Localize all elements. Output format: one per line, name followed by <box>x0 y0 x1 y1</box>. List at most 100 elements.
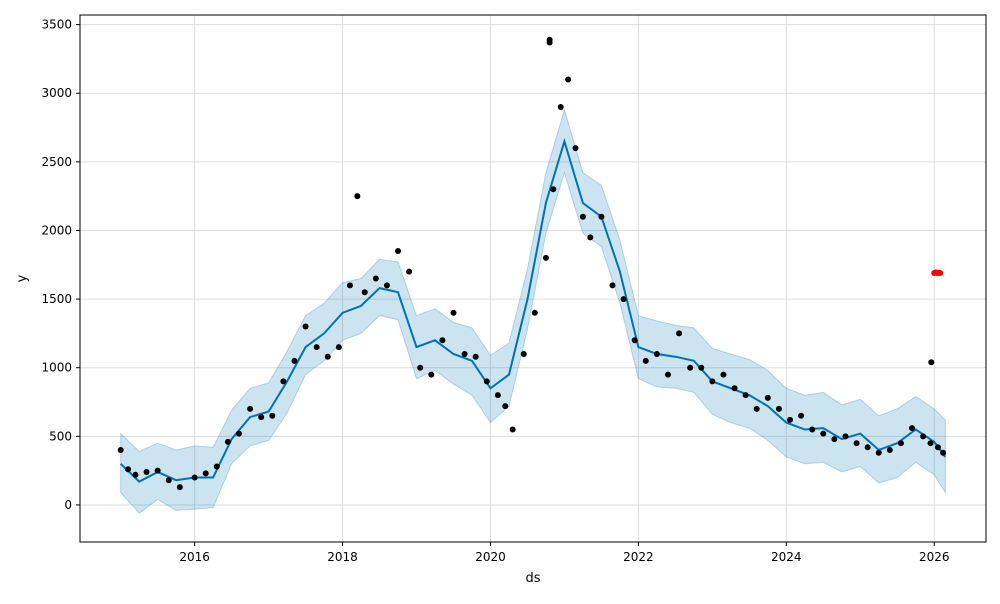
observed-point <box>165 477 172 484</box>
observed-point <box>542 254 549 261</box>
observed-point <box>191 474 198 481</box>
x-axis-ticks: 2016 2018 2020 2022 2024 2026 <box>179 542 950 564</box>
y-tick-label: 2500 <box>41 155 72 169</box>
x-tick-label: 2016 <box>179 550 210 564</box>
uncertainty-band-layer <box>120 107 946 514</box>
x-tick-label: 2026 <box>919 550 950 564</box>
observed-point <box>247 405 254 412</box>
observed-point <box>461 350 468 357</box>
observed-point <box>354 193 361 200</box>
observed-point <box>143 469 150 476</box>
observed-point <box>154 467 161 474</box>
observed-point <box>831 436 838 443</box>
observed-point <box>213 463 220 470</box>
observed-point <box>335 344 342 351</box>
observed-point <box>687 364 694 371</box>
observed-point <box>842 433 849 440</box>
observed-point <box>324 353 331 360</box>
observed-point <box>132 471 139 478</box>
observed-point <box>313 344 320 351</box>
observed-point <box>439 337 446 344</box>
observed-point <box>676 330 683 337</box>
observed-point <box>236 430 243 437</box>
uncertainty-band <box>120 107 946 514</box>
observed-point <box>509 426 516 433</box>
observed-point <box>909 425 916 432</box>
observed-point <box>698 364 705 371</box>
observed-point <box>864 444 871 451</box>
highlight-points-layer <box>931 269 944 277</box>
observed-point <box>886 447 893 454</box>
observed-point <box>775 405 782 412</box>
observed-point <box>550 186 557 193</box>
observed-point <box>787 416 794 423</box>
outlier-point <box>546 39 553 46</box>
observed-point <box>557 103 564 110</box>
observed-point <box>820 430 827 437</box>
observed-point <box>361 289 368 296</box>
observed-point <box>598 213 605 220</box>
y-tick-label: 0 <box>64 498 72 512</box>
observed-point <box>176 484 183 491</box>
x-tick-label: 2020 <box>475 550 506 564</box>
observed-point <box>653 350 660 357</box>
observed-point <box>224 438 231 445</box>
observed-point <box>520 350 527 357</box>
observed-points-layer <box>117 36 947 491</box>
y-tick-label: 3000 <box>41 86 72 100</box>
observed-point <box>940 449 947 456</box>
observed-point <box>494 392 501 399</box>
observed-point <box>502 403 509 410</box>
observed-point <box>428 371 435 378</box>
observed-point <box>117 447 124 454</box>
y-tick-label: 500 <box>49 429 72 443</box>
observed-point <box>579 213 586 220</box>
y-tick-label: 1000 <box>41 361 72 375</box>
observed-point <box>291 357 298 364</box>
observed-point <box>642 357 649 364</box>
y-axis-label: y <box>15 274 30 282</box>
observed-point <box>764 394 771 401</box>
observed-point <box>920 433 927 440</box>
observed-point <box>531 309 538 316</box>
observed-point <box>742 392 749 399</box>
y-tick-label: 1500 <box>41 292 72 306</box>
observed-point <box>731 385 738 392</box>
observed-point <box>934 444 941 451</box>
x-tick-label: 2022 <box>623 550 654 564</box>
observed-point <box>587 234 594 241</box>
observed-point <box>631 337 638 344</box>
x-tick-label: 2024 <box>771 550 802 564</box>
observed-point <box>483 378 490 385</box>
observed-point <box>897 440 904 447</box>
observed-point <box>383 282 390 289</box>
observed-point <box>572 145 579 152</box>
observed-point <box>609 282 616 289</box>
observed-point <box>372 275 379 282</box>
highlight-point <box>937 270 944 277</box>
observed-point <box>720 371 727 378</box>
y-axis-ticks: 0 500 1000 1500 2000 2500 3000 3500 <box>41 18 80 512</box>
observed-point <box>450 309 457 316</box>
observed-point <box>927 440 934 447</box>
observed-point <box>395 248 402 255</box>
observed-point <box>809 426 816 433</box>
observed-point <box>280 378 287 385</box>
observed-point <box>346 282 353 289</box>
observed-point <box>302 323 309 330</box>
observed-point <box>753 405 760 412</box>
y-tick-label: 3500 <box>41 18 72 32</box>
observed-point <box>875 449 882 456</box>
observed-point <box>853 440 860 447</box>
y-tick-label: 2000 <box>41 223 72 237</box>
observed-point <box>664 371 671 378</box>
observed-point <box>125 466 132 473</box>
grid <box>80 15 986 542</box>
plot-frame <box>79 14 987 543</box>
x-tick-label: 2018 <box>327 550 358 564</box>
observed-point <box>472 353 479 360</box>
observed-point <box>258 414 265 421</box>
observed-point <box>202 470 209 477</box>
